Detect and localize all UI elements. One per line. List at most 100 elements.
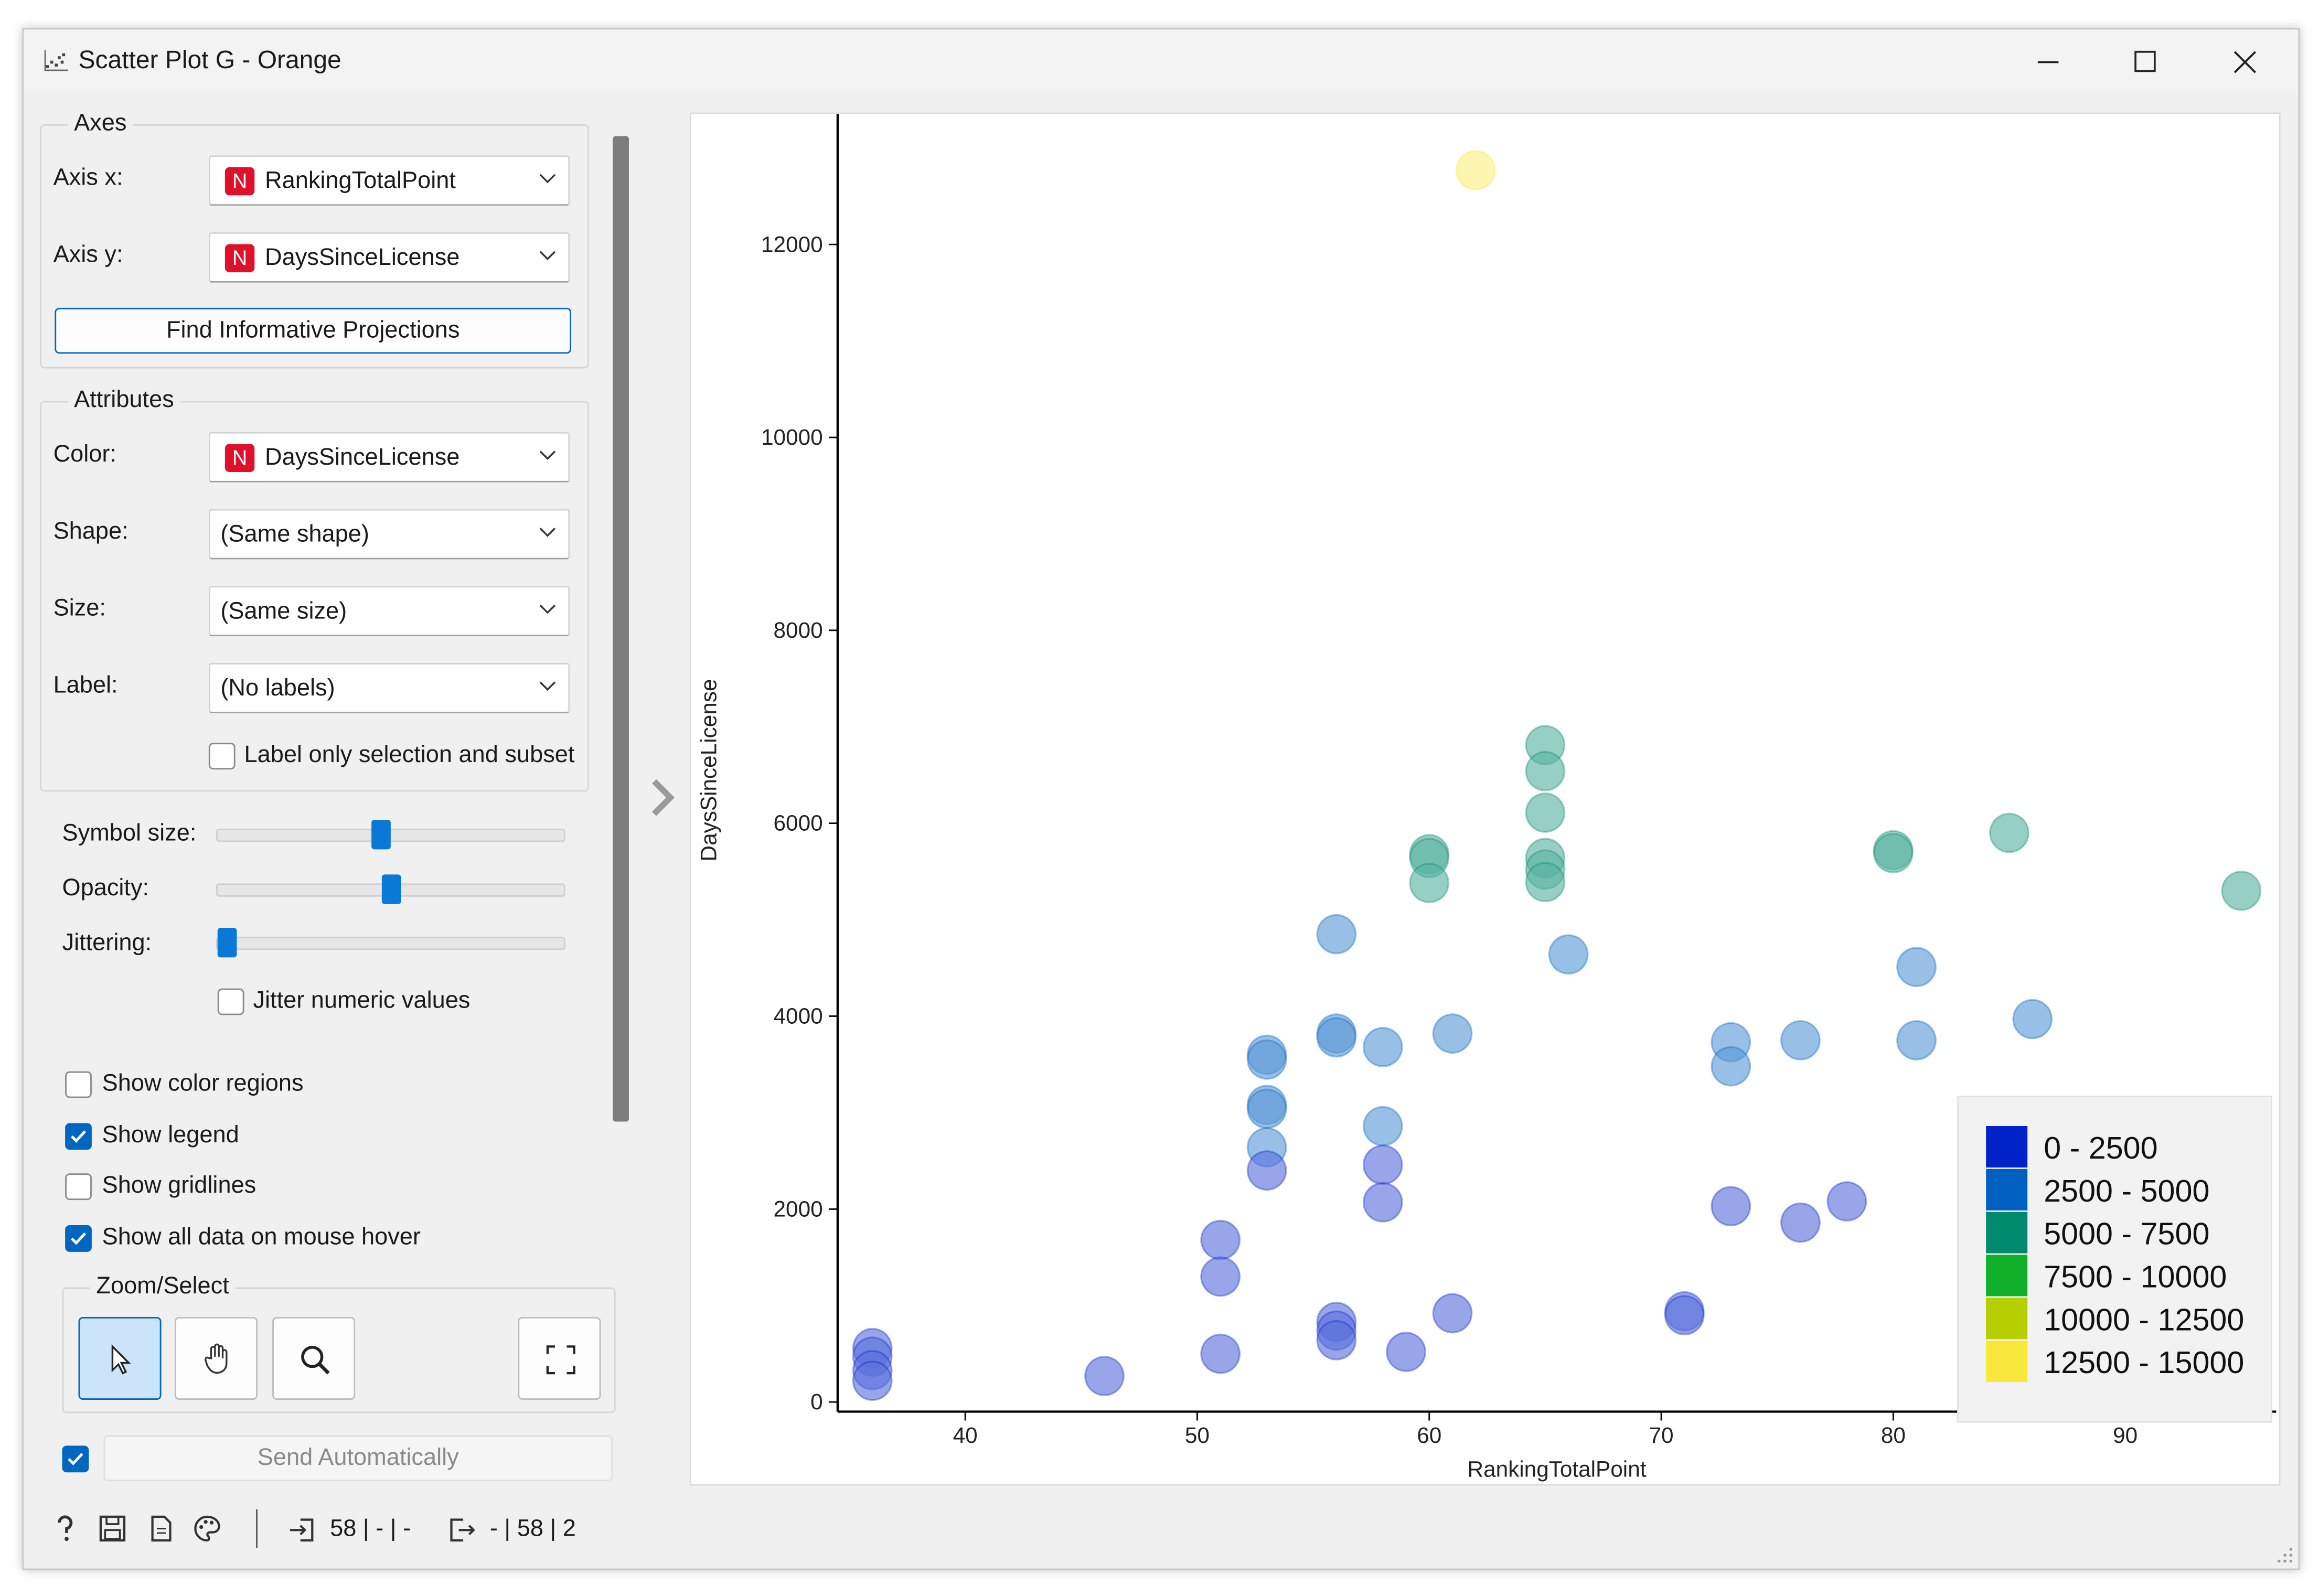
chevron-down-icon xyxy=(539,528,556,537)
scatter-plot-window: Scatter Plot G - Orange Axes Axis x: N R… xyxy=(22,28,2300,1570)
data-point xyxy=(852,1361,893,1401)
data-point xyxy=(1455,150,1496,190)
data-point xyxy=(2012,999,2053,1040)
data-point xyxy=(1362,1106,1403,1147)
report-icon[interactable] xyxy=(146,1514,176,1543)
pointer-tool-button[interactable] xyxy=(78,1316,162,1400)
legend-label: 7500 - 10000 xyxy=(2044,1259,2227,1294)
show-color-regions-checkbox[interactable] xyxy=(65,1071,92,1098)
chevron-down-icon xyxy=(539,174,556,184)
data-point xyxy=(1525,792,1566,833)
save-icon[interactable] xyxy=(98,1514,127,1543)
show-all-data-text: Show all data on mouse hover xyxy=(102,1225,421,1250)
color-label: Color: xyxy=(53,442,117,468)
checkmark-icon xyxy=(71,1130,87,1143)
send-automatically-button[interactable]: Send Automatically xyxy=(103,1435,613,1482)
data-point xyxy=(1200,1333,1241,1374)
chevron-down-icon xyxy=(539,681,556,691)
legend-swatch xyxy=(1986,1255,2028,1297)
legend-label: 12500 - 15000 xyxy=(2044,1345,2244,1380)
chevron-down-icon xyxy=(539,451,556,460)
y-tick-label: 8000 xyxy=(774,618,823,642)
data-point xyxy=(1246,1088,1287,1129)
pan-tool-button[interactable] xyxy=(174,1316,258,1400)
shape-label: Shape: xyxy=(53,519,129,545)
data-point xyxy=(1084,1356,1125,1396)
axis-y-value: DaysSinceLicense xyxy=(265,245,460,271)
jittering-handle[interactable] xyxy=(217,927,237,958)
close-icon[interactable] xyxy=(2215,41,2274,83)
collapse-panel-arrow-icon[interactable] xyxy=(648,775,678,820)
input-signal-icon xyxy=(290,1518,314,1542)
controls-scrollbar[interactable] xyxy=(613,136,629,1122)
output-summary: - | 58 | 2 xyxy=(489,1516,576,1542)
label-value: (No labels) xyxy=(220,676,335,702)
y-tick-label: 10000 xyxy=(761,425,823,449)
legend-swatch xyxy=(1986,1341,2028,1383)
show-color-regions-text: Show color regions xyxy=(102,1071,304,1097)
window-title: Scatter Plot G - Orange xyxy=(78,46,341,74)
color-combo[interactable]: N DaysSinceLicense xyxy=(208,432,570,483)
title-bar[interactable]: Scatter Plot G - Orange xyxy=(24,29,2299,92)
shape-combo[interactable]: (Same shape) xyxy=(208,509,570,560)
symbol-size-slider[interactable] xyxy=(216,828,565,842)
legend-swatch xyxy=(1986,1298,2028,1340)
jittering-label: Jittering: xyxy=(62,930,152,956)
help-icon[interactable] xyxy=(50,1514,80,1543)
legend-label: 5000 - 7500 xyxy=(2044,1216,2209,1251)
y-tick-label: 12000 xyxy=(761,232,823,256)
y-tick-label: 0 xyxy=(810,1389,823,1414)
find-informative-projections-button[interactable]: Find Informative Projections xyxy=(55,307,572,354)
scatter-plot-area[interactable]: 0 2000 4000 6000 8000 10000 12000 40 50 60 70 80 90 R… xyxy=(689,112,2281,1486)
axis-x-combo[interactable]: N RankingTotalPoint xyxy=(208,155,570,206)
data-point xyxy=(1780,1020,1821,1061)
show-gridlines-checkbox[interactable] xyxy=(65,1173,92,1201)
data-point xyxy=(1316,1320,1357,1361)
scatter-plot-app-icon xyxy=(44,50,68,71)
data-point xyxy=(1432,1293,1473,1334)
status-separator xyxy=(256,1509,258,1548)
scatter-chart[interactable]: 0 2000 4000 6000 8000 10000 12000 40 50 60 70 80 90 R… xyxy=(691,114,2279,1484)
jittering-slider[interactable] xyxy=(216,936,565,950)
input-summary: 58 | - | - xyxy=(330,1516,411,1542)
maximize-icon[interactable] xyxy=(2116,41,2175,83)
show-legend-checkbox[interactable] xyxy=(65,1123,92,1150)
reset-zoom-button[interactable] xyxy=(518,1316,601,1400)
opacity-handle[interactable] xyxy=(381,874,401,904)
axis-y-combo[interactable]: N DaysSinceLicense xyxy=(208,232,570,283)
label-only-selection-checkbox[interactable] xyxy=(208,743,236,770)
color-value: DaysSinceLicense xyxy=(265,445,460,471)
minimize-icon[interactable] xyxy=(2018,41,2078,83)
axes-group-title: Axes xyxy=(68,111,133,138)
jitter-numeric-checkbox[interactable] xyxy=(217,988,244,1015)
data-point xyxy=(1664,1295,1705,1335)
data-point xyxy=(1409,863,1450,904)
opacity-label: Opacity: xyxy=(62,876,149,902)
size-value: (Same size) xyxy=(220,599,347,625)
y-tick-label: 2000 xyxy=(774,1196,823,1221)
legend-label: 2500 - 5000 xyxy=(2044,1173,2209,1208)
checkmark-icon xyxy=(68,1453,83,1465)
label-combo[interactable]: (No labels) xyxy=(208,662,570,713)
x-tick-label: 50 xyxy=(1185,1423,1210,1448)
data-point xyxy=(1200,1219,1241,1260)
x-tick-label: 90 xyxy=(2113,1423,2138,1448)
show-legend-text: Show legend xyxy=(102,1123,239,1149)
magnify-zoom-icon xyxy=(301,1345,330,1375)
palette-icon[interactable] xyxy=(193,1514,222,1543)
data-point xyxy=(1432,1013,1473,1054)
data-point xyxy=(1246,1150,1287,1191)
resize-grip-icon[interactable] xyxy=(2274,1545,2295,1565)
data-point xyxy=(1246,1039,1287,1080)
symbol-size-handle[interactable] xyxy=(371,820,391,850)
zoom-tool-button[interactable] xyxy=(272,1316,356,1400)
shape-value: (Same shape) xyxy=(220,522,369,548)
size-combo[interactable]: (Same size) xyxy=(208,586,570,637)
fit-view-icon xyxy=(546,1345,575,1375)
x-tick-label: 40 xyxy=(953,1423,978,1448)
data-point xyxy=(1711,1046,1751,1087)
send-automatically-checkbox[interactable] xyxy=(62,1445,89,1473)
data-point xyxy=(1386,1332,1426,1372)
show-all-data-checkbox[interactable] xyxy=(65,1225,92,1252)
numeric-variable-icon: N xyxy=(225,167,255,196)
